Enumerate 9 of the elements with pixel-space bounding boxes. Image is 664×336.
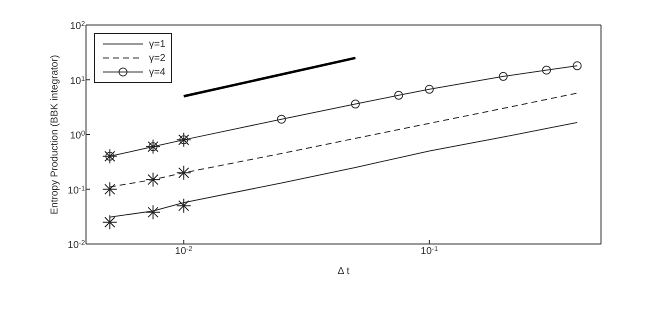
legend-label: γ=2 <box>149 52 166 64</box>
y-axis-title: Entropy Production (BBK integrator) <box>50 54 61 214</box>
y-tick-label: 10$^{0}$ <box>70 130 86 142</box>
y-tick-label: 10$^{2}$ <box>70 20 86 32</box>
x-axis-title: Δ t <box>338 266 350 277</box>
y-tick-label: 10$^{-1}$ <box>68 184 86 196</box>
legend-label: γ=1 <box>149 38 166 50</box>
legend-label: γ=4 <box>149 66 166 78</box>
y-tick-label: 10$^{1}$ <box>70 75 86 87</box>
